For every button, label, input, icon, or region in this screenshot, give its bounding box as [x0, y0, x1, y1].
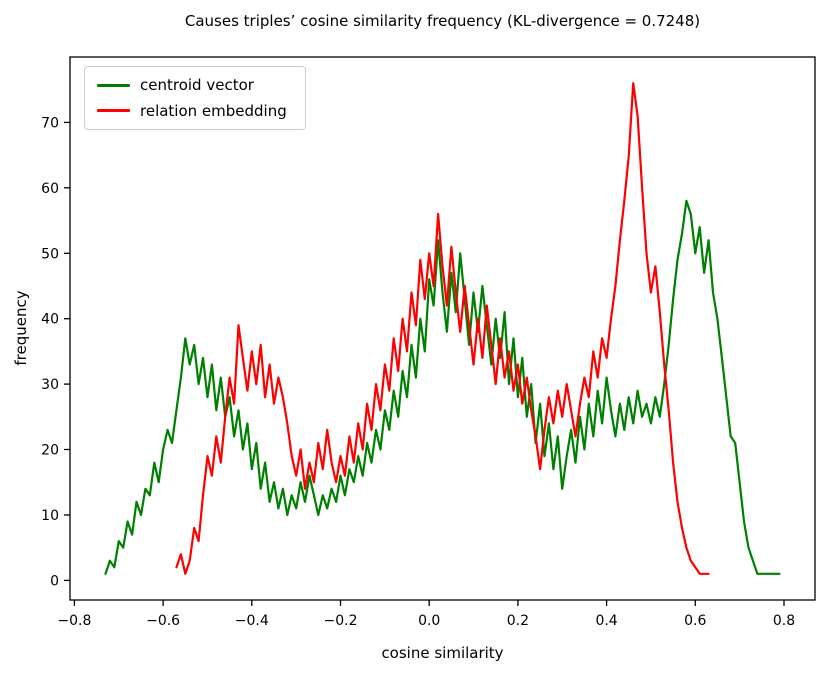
svg-text:−0.8: −0.8: [57, 613, 91, 629]
svg-text:40: 40: [41, 312, 59, 328]
svg-text:0.0: 0.0: [418, 613, 440, 629]
legend-label: centroid vector: [140, 76, 254, 94]
svg-text:70: 70: [41, 115, 59, 131]
svg-text:−0.6: −0.6: [146, 613, 180, 629]
svg-text:20: 20: [41, 443, 59, 459]
svg-text:10: 10: [41, 508, 59, 524]
svg-text:−0.2: −0.2: [324, 613, 358, 629]
svg-text:50: 50: [41, 246, 59, 262]
svg-text:60: 60: [41, 181, 59, 197]
legend-line-swatch: [97, 83, 130, 87]
svg-text:0.6: 0.6: [684, 613, 706, 629]
chart-title: Causes triples’ cosine similarity freque…: [184, 12, 701, 30]
svg-text:30: 30: [41, 377, 59, 393]
legend-item: relation embedding: [97, 101, 287, 120]
svg-text:0.8: 0.8: [773, 613, 795, 629]
y-axis-label: frequency: [12, 290, 30, 366]
svg-text:0.4: 0.4: [595, 613, 617, 629]
svg-text:0.2: 0.2: [507, 613, 529, 629]
legend-label: relation embedding: [140, 101, 287, 120]
legend: centroid vector relation embedding: [84, 66, 306, 130]
svg-text:−0.4: −0.4: [235, 613, 269, 629]
svg-text:0: 0: [50, 573, 59, 589]
legend-item: centroid vector: [97, 77, 287, 94]
legend-line-swatch: [97, 109, 130, 113]
x-axis-label: cosine similarity: [381, 644, 504, 662]
